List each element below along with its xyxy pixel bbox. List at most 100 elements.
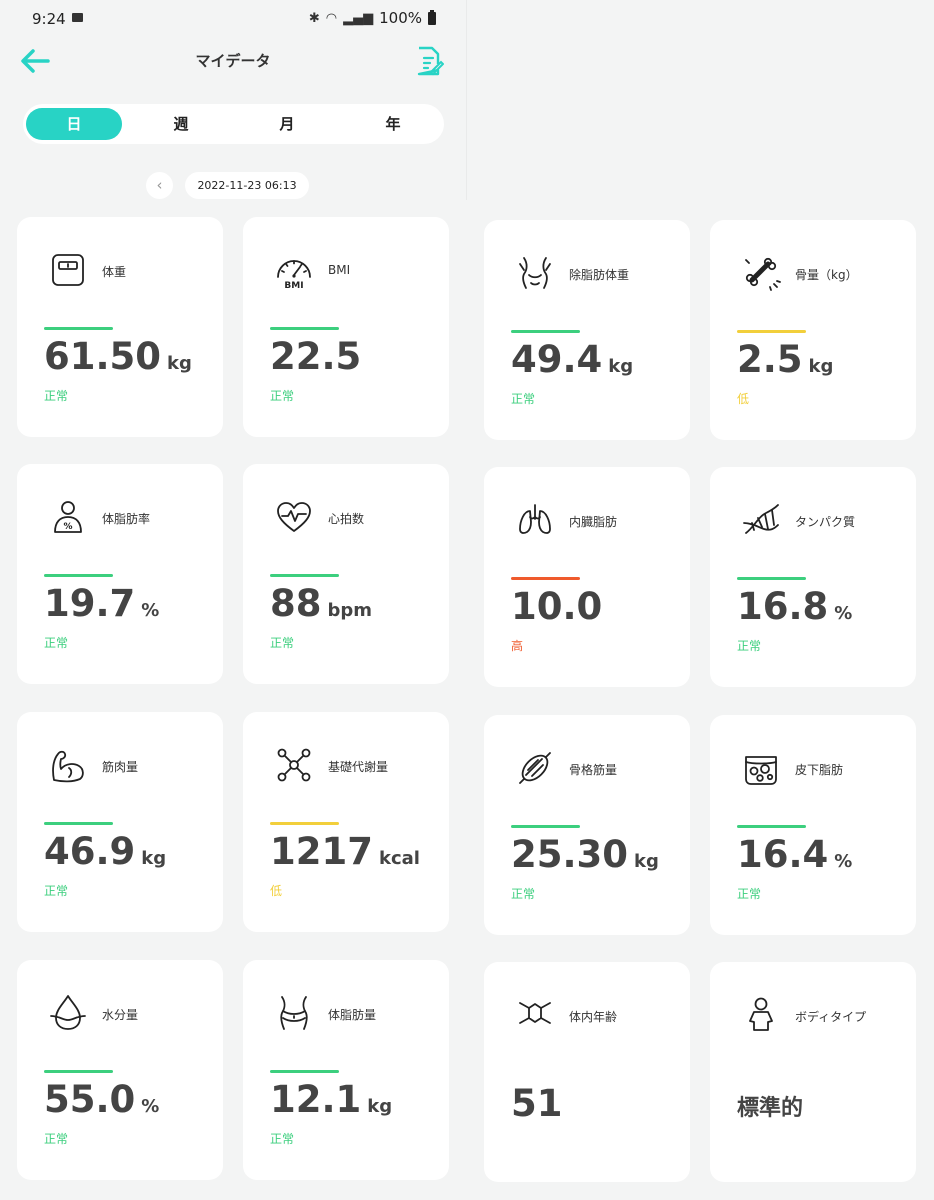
signal-icon: ▂▄▆ <box>343 10 374 26</box>
dna-icon <box>738 497 784 543</box>
metric-unit: % <box>141 600 160 621</box>
metric-value: 61.50 kg <box>44 335 192 378</box>
tab-week[interactable]: 週 <box>173 115 189 133</box>
metric-label: 皮下脂肪 <box>795 763 844 777</box>
metric-value: 12.1 kg <box>270 1078 392 1121</box>
metric-card[interactable]: BMI BMI 22.5 正常 <box>243 217 449 437</box>
metric-status-bar <box>737 825 806 828</box>
hexagon-molecule-icon <box>512 992 558 1038</box>
metric-number: 25.30 <box>511 833 629 876</box>
metric-card[interactable]: 筋肉量 46.9 kg 正常 <box>17 712 223 932</box>
document-edit-icon <box>417 46 445 76</box>
metric-value: 標準的 <box>737 1096 804 1121</box>
body-fat-person-icon: % <box>45 494 91 540</box>
metric-card[interactable]: 皮下脂肪 16.4% 正常 <box>710 715 916 935</box>
metric-card[interactable]: 除脂肪体重 49.4 kg 正常 <box>484 220 690 440</box>
metric-unit: kg <box>608 356 634 377</box>
metric-unit: kcal <box>378 848 420 869</box>
tab-day[interactable]: 日 <box>26 108 122 140</box>
muscle-fiber-icon <box>512 745 558 791</box>
app-header: マイデータ <box>0 38 466 88</box>
metric-status: 低 <box>270 884 283 898</box>
metric-card[interactable]: 体脂肪量 12.1 kg 正常 <box>243 960 449 1180</box>
metric-status-bar <box>511 577 580 580</box>
metric-unit: bpm <box>327 600 373 621</box>
metric-number: 55.0 <box>44 1078 136 1121</box>
metric-status-bar <box>44 574 113 577</box>
metric-status: 正常 <box>511 392 536 406</box>
metric-number: 16.4 <box>737 833 829 876</box>
waist-icon <box>271 990 317 1036</box>
metric-unit: % <box>141 1096 160 1117</box>
bluetooth-icon: ✱ <box>308 10 320 26</box>
back-button[interactable] <box>18 46 52 76</box>
metric-status: 正常 <box>737 887 762 901</box>
metric-card[interactable]: 体重 61.50 kg 正常 <box>17 217 223 437</box>
metric-card[interactable]: % 体脂肪率 19.7% 正常 <box>17 464 223 684</box>
metric-value: 1217 kcal <box>270 830 420 873</box>
metric-unit: kg <box>808 356 834 377</box>
metric-number: 1217 <box>270 830 373 873</box>
lungs-icon <box>512 497 558 543</box>
metric-number: 16.8 <box>737 585 829 628</box>
wifi-icon: ◠ <box>325 10 338 26</box>
metric-unit: kg <box>367 1096 393 1117</box>
status-bar: 9:24 ✱ ◠ ▂▄▆ 100% <box>0 0 466 38</box>
metric-status-bar <box>44 822 113 825</box>
metric-card[interactable]: 内臓脂肪 10.0 高 <box>484 467 690 687</box>
metric-label: 心拍数 <box>328 512 365 526</box>
metric-label: 体脂肪量 <box>328 1008 377 1022</box>
metric-card[interactable]: 心拍数 88 bpm 正常 <box>243 464 449 684</box>
page-title: マイデータ <box>195 52 271 70</box>
svg-text:%: % <box>63 522 72 532</box>
metric-label: BMI <box>328 263 351 277</box>
measurement-date[interactable]: 2022-11-23 06:13 <box>185 172 309 199</box>
metric-label: タンパク質 <box>795 515 856 529</box>
metric-status: 正常 <box>44 389 69 403</box>
battery-percent: 100% <box>379 9 422 27</box>
battery-icon <box>428 9 436 25</box>
arrow-left-icon <box>21 49 50 73</box>
bone-icon <box>738 250 784 296</box>
water-drop-icon <box>45 990 91 1036</box>
metric-status: 正常 <box>44 884 69 898</box>
metric-card[interactable]: 骨格筋量 25.30 kg 正常 <box>484 715 690 935</box>
metric-status: 正常 <box>511 887 536 901</box>
molecule-icon <box>271 742 317 788</box>
metric-value: 2.5 kg <box>737 338 833 381</box>
metric-value: 49.4 kg <box>511 338 633 381</box>
metric-value: 16.4% <box>737 833 852 876</box>
tab-year[interactable]: 年 <box>385 115 401 133</box>
metric-status-bar <box>270 1070 339 1073</box>
metric-status: 低 <box>737 392 750 406</box>
tab-month[interactable]: 月 <box>279 115 295 133</box>
report-button[interactable] <box>414 44 445 78</box>
metric-number: 10.0 <box>511 585 603 628</box>
metric-number: 19.7 <box>44 582 136 625</box>
metric-card[interactable]: 水分量 55.0% 正常 <box>17 960 223 1180</box>
metric-label: 体脂肪率 <box>102 512 151 526</box>
metric-status: 正常 <box>270 389 295 403</box>
metric-card[interactable]: 体内年齢 51 <box>484 962 690 1182</box>
metric-number: 2.5 <box>737 338 803 381</box>
status-time: 9:24 <box>32 10 66 28</box>
metric-number: 49.4 <box>511 338 603 381</box>
metric-value: 10.0 <box>511 585 602 628</box>
metric-status-bar <box>737 577 806 580</box>
metric-unit: kg <box>141 848 167 869</box>
metric-card[interactable]: 骨量（kg） 2.5 kg 低 <box>710 220 916 440</box>
metric-card[interactable]: タンパク質 16.8% 正常 <box>710 467 916 687</box>
period-tabs: 日 週 月 年 <box>23 104 444 144</box>
metric-label: 水分量 <box>102 1008 139 1022</box>
metric-status-bar <box>270 822 339 825</box>
metric-number: 61.50 <box>44 335 162 378</box>
metric-value: 46.9 kg <box>44 830 166 873</box>
metric-status: 高 <box>511 639 524 653</box>
metric-status: 正常 <box>44 636 69 650</box>
metric-status: 正常 <box>44 1132 69 1146</box>
svg-text:BMI: BMI <box>284 281 303 291</box>
previous-date-button[interactable]: ‹ <box>146 172 173 199</box>
metric-card[interactable]: ボディタイプ 標準的 <box>710 962 916 1182</box>
metric-card[interactable]: 基礎代謝量 1217 kcal 低 <box>243 712 449 932</box>
fat-cells-icon <box>738 745 784 791</box>
